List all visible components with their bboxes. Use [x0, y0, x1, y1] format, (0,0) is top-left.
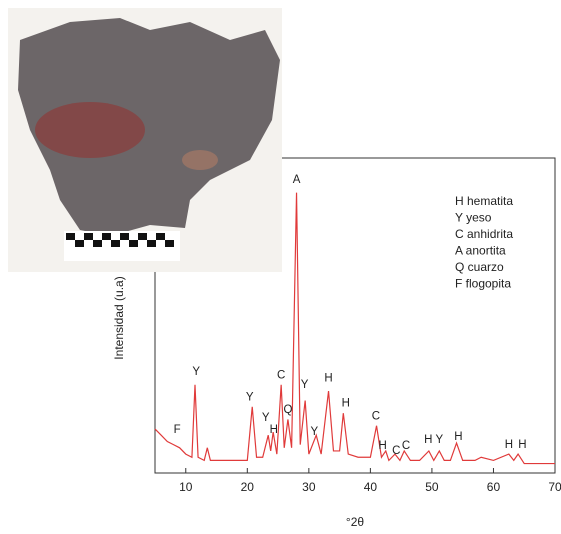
peak-label: C: [372, 410, 380, 422]
stain: [182, 150, 218, 170]
peak-label: C: [277, 369, 285, 381]
rock: [18, 18, 280, 236]
peak-label: Y: [435, 434, 443, 446]
x-tick-label: 20: [241, 480, 255, 494]
xrd-line: [154, 192, 555, 465]
peak-label: C: [392, 445, 400, 457]
x-tick-label: 70: [548, 480, 561, 494]
legend-entry: C anhidrita: [455, 227, 513, 241]
peak-label: H: [270, 424, 278, 436]
peak-label: H: [324, 373, 332, 385]
peak-label: F: [174, 424, 181, 436]
plot-frame: [154, 157, 556, 474]
peak-label: H: [454, 431, 462, 443]
peak-label: Y: [192, 366, 200, 378]
peak-label: H: [505, 439, 513, 451]
photo: [8, 8, 282, 272]
peak-label: Y: [246, 391, 254, 403]
peak-label: H: [518, 439, 526, 451]
peak-label: H: [424, 434, 432, 446]
y-axis-label: Intensidad (u.a): [112, 276, 126, 359]
legend-entry: A anortita: [455, 244, 506, 258]
scale-checkers: [66, 233, 174, 247]
peak-label: Q: [283, 404, 292, 416]
legend-entry: H hematita: [455, 194, 513, 208]
legend-entry: F flogopita: [455, 277, 511, 291]
x-tick-label: 30: [302, 480, 316, 494]
peak-label: H: [379, 440, 387, 452]
legend-entry: Y yeso: [455, 211, 492, 225]
peak-label: H: [342, 398, 350, 410]
peak-label: Y: [311, 426, 319, 438]
peak-label: C: [402, 440, 410, 452]
peak-label: Y: [262, 412, 270, 424]
x-tick-label: 40: [364, 480, 378, 494]
peak-label: Y: [301, 379, 309, 391]
x-tick-label: 50: [425, 480, 439, 494]
legend-entry: Q cuarzo: [455, 260, 504, 274]
x-tick-label: 10: [179, 480, 193, 494]
red-stain: [35, 102, 145, 158]
x-tick-label: 60: [487, 480, 501, 494]
x-axis-label: °2θ: [346, 515, 364, 529]
peak-label: A: [293, 174, 301, 186]
